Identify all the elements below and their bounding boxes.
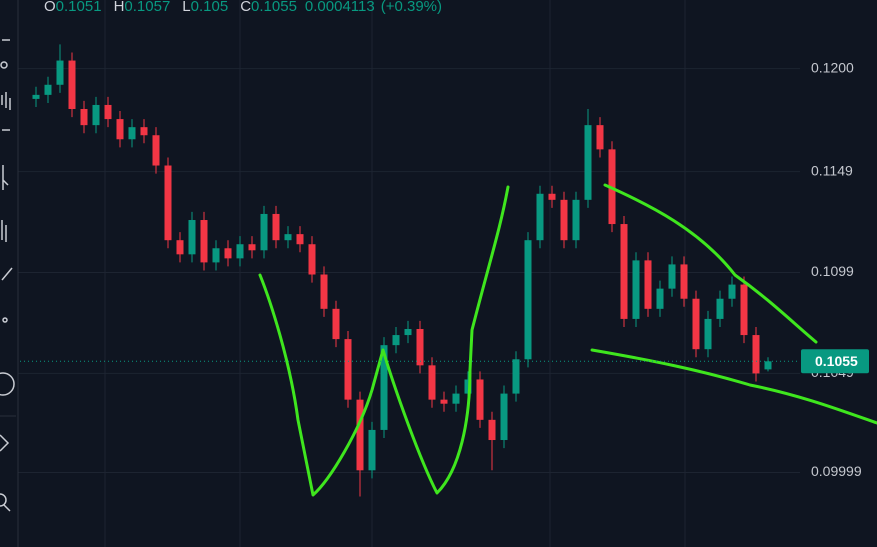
candle-body: [212, 248, 220, 263]
candle-body: [224, 248, 232, 259]
candle-body: [116, 119, 124, 140]
candle-body: [644, 260, 652, 309]
candle-body: [356, 399, 364, 471]
candle-body: [140, 127, 148, 136]
candle-body: [572, 199, 580, 241]
candle-body: [752, 335, 760, 374]
candle-body: [716, 298, 724, 319]
ohlc-header: O0.1051 H0.1057 L0.105 C0.1055 0.0004113 (+0.…: [44, 0, 442, 15]
tool-icon[interactable]: [0, 61, 8, 69]
candle-body: [344, 339, 352, 400]
candle-body: [248, 244, 256, 251]
candle-body: [452, 393, 460, 404]
candle-body: [176, 240, 184, 255]
change-percent: (+0.39%): [381, 0, 442, 15]
candle-body: [272, 213, 280, 241]
tool-icon[interactable]: [2, 317, 8, 323]
candle-body: [584, 125, 592, 200]
candle-body: [332, 308, 340, 340]
y-tick-label: 0.1149: [811, 162, 853, 178]
candle-body: [464, 379, 472, 394]
candle-body: [380, 345, 388, 430]
candle-body: [44, 84, 52, 95]
change-value: 0.0004113: [305, 0, 375, 15]
candle-body: [560, 199, 568, 241]
candle-body: [128, 127, 136, 140]
candle-body: [428, 365, 436, 400]
candle-body: [32, 94, 40, 99]
candle-body: [500, 393, 508, 441]
upper-trendline: [603, 183, 818, 344]
candle-body: [536, 193, 544, 241]
ohlc-key: O: [44, 0, 56, 15]
candle-body: [416, 329, 424, 366]
candle-body: [596, 125, 604, 150]
ohlc-value: 0.1057: [124, 0, 170, 15]
candle-body: [728, 284, 736, 299]
candle-body: [200, 220, 208, 263]
w-pattern-drawing: [258, 185, 510, 497]
candle-body: [308, 244, 316, 275]
tool-icon[interactable]: [1, 220, 13, 281]
y-tick-label: 0.09999: [811, 463, 862, 479]
candle-body: [524, 240, 532, 360]
candle-body: [92, 104, 100, 126]
candle-body: [692, 298, 700, 350]
candle-body: [404, 329, 412, 336]
tool-icon[interactable]: [0, 434, 10, 452]
candle-body: [284, 234, 292, 241]
tool-icon[interactable]: [0, 493, 7, 507]
candle-body: [368, 429, 376, 471]
candle-body: [488, 419, 496, 441]
candle-body: [764, 361, 772, 370]
candle-body: [236, 244, 244, 259]
candle-body: [704, 318, 712, 350]
candle-body: [476, 379, 484, 420]
candle-body: [512, 359, 520, 394]
candle-body: [440, 399, 448, 404]
candle-body: [188, 220, 196, 255]
candle-body: [164, 165, 172, 241]
tool-icon[interactable]: [1, 92, 11, 131]
candle-body: [656, 288, 664, 309]
candle-body: [680, 264, 688, 299]
candle-body: [392, 335, 400, 346]
y-tick-label: 0.1200: [811, 59, 854, 75]
candle-body: [740, 284, 748, 336]
annotations: [258, 183, 877, 497]
candle-body: [56, 60, 64, 85]
tool-icon[interactable]: [3, 504, 11, 512]
candle-body: [80, 108, 88, 126]
last-price-box: [801, 349, 869, 374]
candle-body: [260, 213, 268, 251]
ohlc-value: 0.1055: [251, 0, 297, 15]
candle-body: [152, 135, 160, 166]
lower-trendline: [590, 348, 877, 425]
y-tick-label: 0.1099: [811, 263, 854, 279]
toolbar: [0, 0, 19, 547]
candle-body: [620, 224, 628, 319]
ohlc-key: H: [114, 0, 125, 15]
candle-body: [632, 260, 640, 319]
candle-body: [104, 104, 112, 120]
ohlc-value: 0.1051: [56, 0, 102, 15]
tool-icon[interactable]: [2, 165, 9, 190]
ohlc-key: L: [182, 0, 190, 15]
ohlc-value: 0.105: [191, 0, 229, 15]
candle-body: [548, 193, 556, 200]
candle-body: [320, 274, 328, 309]
candle-body: [296, 234, 304, 245]
last-price-label: 0.1055: [815, 353, 858, 369]
tool-icon[interactable]: [0, 372, 15, 396]
toolbar-bg: [0, 0, 18, 547]
candle-body: [68, 60, 76, 109]
candle-body: [668, 264, 676, 289]
ohlc-key: C: [240, 0, 251, 15]
